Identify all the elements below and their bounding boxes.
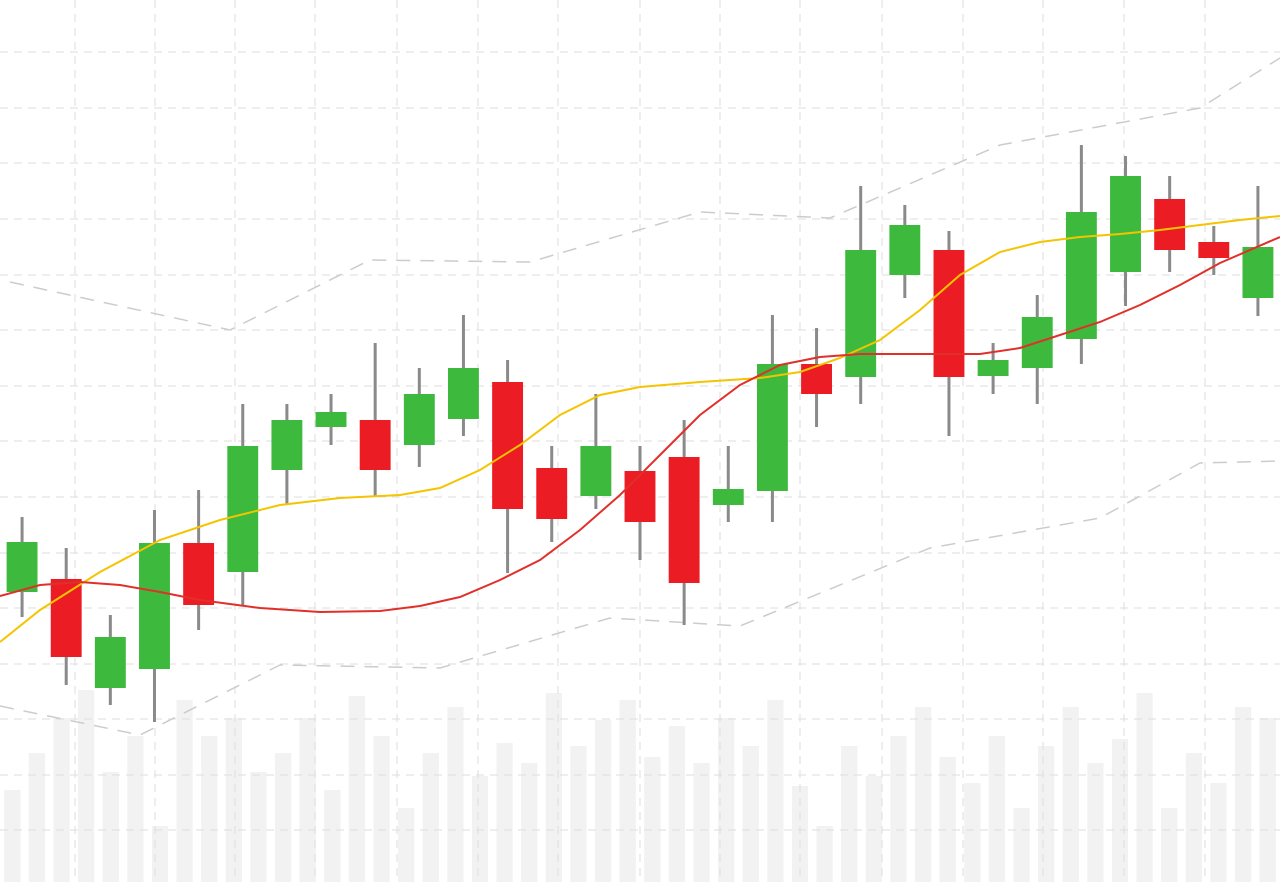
volume-bar	[250, 772, 267, 882]
volume-bar	[28, 753, 46, 882]
volume-bar	[890, 736, 907, 882]
volume-bar	[545, 693, 562, 882]
volume-bar	[693, 763, 710, 882]
volume-bar	[1136, 693, 1153, 882]
volume-bar	[1013, 808, 1030, 882]
candle-body	[1242, 247, 1274, 298]
candle-body	[94, 637, 126, 688]
candle-body	[448, 368, 479, 419]
volume-bar	[841, 746, 858, 882]
candle-body	[271, 420, 303, 470]
candle-body	[1154, 199, 1186, 250]
volume-bar	[201, 736, 218, 882]
volume-bar	[767, 700, 784, 882]
volume-bar	[1038, 746, 1055, 882]
candle-body	[712, 489, 744, 505]
volume-bar	[718, 718, 735, 882]
candle-body	[359, 420, 391, 470]
volume-bar	[127, 736, 144, 882]
volume-bar	[471, 776, 489, 882]
volume-bar	[1259, 718, 1276, 882]
volume-bar	[964, 783, 981, 882]
candle-body	[139, 543, 170, 669]
candle-body	[50, 579, 82, 657]
candle-body	[580, 446, 612, 496]
candle-body	[227, 446, 259, 572]
volume-bar	[274, 753, 292, 882]
band-line	[9, 57, 1280, 331]
candle-body	[624, 471, 656, 522]
volume-bar	[742, 746, 759, 882]
volume-bar	[1210, 783, 1227, 882]
candle-body	[315, 412, 347, 427]
band-line	[0, 460, 1280, 736]
volume-bar	[1087, 763, 1104, 882]
volume-bar	[668, 726, 686, 882]
volume-bar	[1111, 739, 1129, 882]
volume-bar	[225, 718, 242, 882]
candle-body	[183, 543, 215, 605]
moving-average-line	[0, 236, 1280, 614]
candle-body	[536, 468, 568, 519]
candle-body	[845, 250, 877, 377]
volume-bar	[324, 790, 341, 882]
volume-bar	[816, 826, 833, 882]
volume-bar	[78, 690, 95, 882]
candle-body	[977, 360, 1009, 376]
volume-bar	[422, 753, 439, 882]
volume-bar	[521, 763, 538, 882]
volume-bar	[988, 736, 1006, 882]
volume-bar	[53, 718, 70, 882]
candle-body	[889, 225, 921, 275]
volume-bar	[299, 718, 316, 882]
candle-body	[668, 457, 700, 583]
volume-bar	[373, 736, 390, 882]
moving-average-line	[0, 215, 1280, 643]
volume-bar	[1185, 753, 1202, 882]
candle-body	[933, 250, 965, 377]
volume-bar	[570, 746, 587, 882]
volume-bar	[176, 700, 193, 882]
candle-body	[1198, 242, 1230, 258]
volume-bar	[619, 700, 636, 882]
candle-body	[1110, 176, 1141, 272]
volume-bar	[398, 808, 415, 882]
volume-bar	[348, 696, 366, 882]
volume-bar	[939, 757, 956, 882]
volume-bar	[1062, 707, 1079, 882]
volume-bar	[914, 707, 932, 882]
candle-body	[1065, 212, 1097, 339]
volume-bar	[594, 720, 612, 882]
volume-bar	[4, 790, 21, 882]
candle-body	[801, 364, 832, 394]
candle-body	[6, 542, 38, 592]
candle-body	[756, 364, 788, 491]
candle-body	[403, 394, 435, 445]
volume-bar	[865, 776, 882, 882]
volume-bar	[447, 707, 464, 882]
volume-bar	[102, 772, 119, 882]
volume-bar	[644, 757, 661, 882]
volume-bar	[496, 743, 513, 882]
volume-bar	[1234, 707, 1252, 882]
volume-bar	[1161, 808, 1178, 882]
volume-bar	[151, 826, 169, 882]
